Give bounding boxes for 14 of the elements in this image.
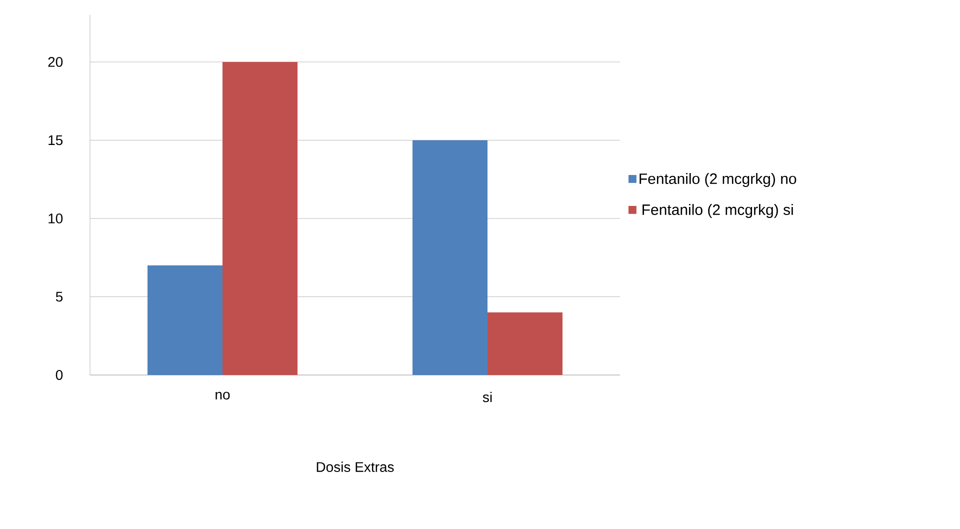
y-tick-label: 0 xyxy=(56,370,63,380)
bar xyxy=(222,62,298,375)
y-tick-label: 10 xyxy=(48,214,63,224)
legend-label: Fentanilo (2 mcgrkg) si xyxy=(642,204,793,218)
x-axis-title: Dosis Extras xyxy=(316,462,394,472)
bar xyxy=(148,265,223,375)
y-tick-label: 5 xyxy=(56,292,63,302)
x-tick-label: no xyxy=(216,392,230,400)
bar xyxy=(488,312,563,375)
x-tick-label: si xyxy=(482,392,492,402)
bar xyxy=(412,140,488,375)
y-tick-label: 15 xyxy=(48,135,63,146)
y-tick-label: 20 xyxy=(48,56,63,67)
legend-label: Fentanilo (2 mcgrkg) no xyxy=(640,173,796,188)
